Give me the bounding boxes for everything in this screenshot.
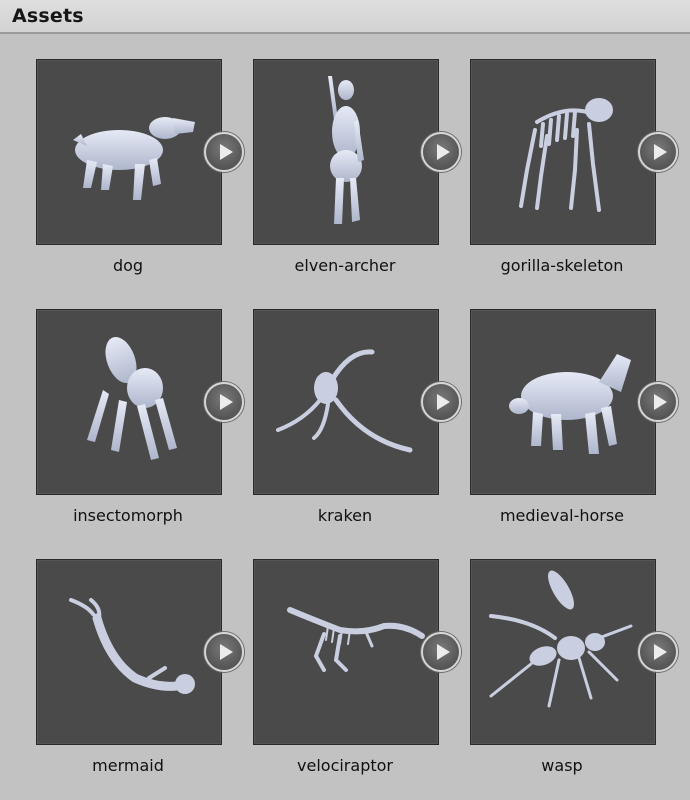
play-icon [437,144,450,160]
asset-label-medieval-horse: medieval-horse [499,506,625,525]
asset-tile-insectomorph[interactable]: insectomorph [0,284,244,534]
dog-model-icon[interactable] [36,59,222,245]
play-icon [654,394,667,410]
asset-label-kraken: kraken [317,506,373,525]
asset-label-insectomorph: insectomorph [73,506,183,525]
play-icon [437,394,450,410]
play-button-insectomorph[interactable] [204,382,244,422]
play-button-wasp[interactable] [638,632,678,672]
play-icon [220,644,233,660]
panel-header: Assets [0,0,690,34]
asset-tile-gorilla-skeleton[interactable]: gorilla-skeleton [434,34,678,284]
asset-label-velociraptor: velociraptor [297,756,393,775]
medieval-horse-model-icon[interactable] [470,309,656,495]
play-button-dog[interactable] [204,132,244,172]
gorilla-skeleton-model-icon[interactable] [470,59,656,245]
insectomorph-model-icon[interactable] [36,309,222,495]
play-icon [220,394,233,410]
asset-tile-medieval-horse[interactable]: medieval-horse [434,284,678,534]
kraken-model-icon[interactable] [253,309,439,495]
play-button-elven-archer[interactable] [421,132,461,172]
play-icon [437,644,450,660]
wasp-model-icon[interactable] [470,559,656,745]
velociraptor-model-icon[interactable] [253,559,439,745]
asset-tile-dog[interactable]: dog [0,34,244,284]
asset-label-gorilla-skeleton: gorilla-skeleton [500,256,624,275]
asset-label-mermaid: mermaid [92,756,164,775]
play-icon [220,144,233,160]
asset-tile-wasp[interactable]: wasp [434,534,678,784]
asset-tile-kraken[interactable]: kraken [217,284,461,534]
asset-tile-elven-archer[interactable]: elven-archer [217,34,461,284]
play-icon [654,644,667,660]
play-button-gorilla-skeleton[interactable] [638,132,678,172]
asset-label-elven-archer: elven-archer [294,256,396,275]
asset-grid: dog elven-archer [0,34,690,800]
asset-label-wasp: wasp [541,756,583,775]
asset-tile-mermaid[interactable]: mermaid [0,534,244,784]
asset-tile-velociraptor[interactable]: velociraptor [217,534,461,784]
elven-archer-model-icon[interactable] [253,59,439,245]
play-button-velociraptor[interactable] [421,632,461,672]
panel-title: Assets [12,5,84,27]
mermaid-model-icon[interactable] [36,559,222,745]
play-icon [654,144,667,160]
play-button-kraken[interactable] [421,382,461,422]
play-button-medieval-horse[interactable] [638,382,678,422]
asset-label-dog: dog [112,256,144,275]
play-button-mermaid[interactable] [204,632,244,672]
